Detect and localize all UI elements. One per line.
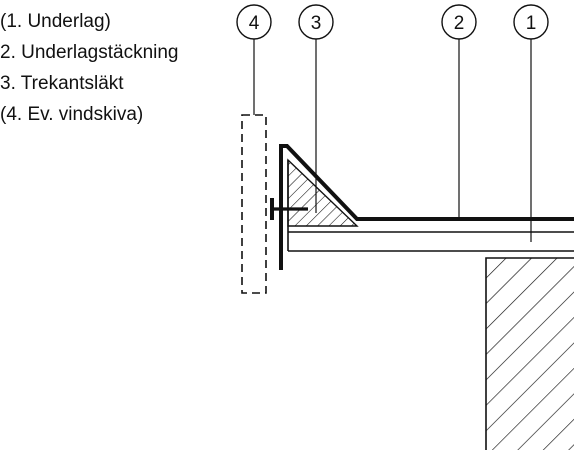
- substrate-board: [288, 231, 574, 252]
- legend-list: (1. Underlag) 2. Underlagstäckning 3. Tr…: [0, 6, 179, 130]
- legend-item-trekantslakt: 3. Trekantsläkt: [0, 73, 124, 94]
- callout-2: 2: [441, 4, 477, 40]
- wind-board-dashed: [241, 114, 267, 294]
- substrate-wall-hatch-fill: [486, 258, 574, 450]
- legend-item-underlagstackning: 2. Underlagstäckning: [0, 42, 179, 63]
- callout-3-label: 3: [311, 13, 322, 34]
- legend-item-vindskiva: (4. Ev. vindskiva): [0, 104, 144, 125]
- underlayment-covering: [279, 144, 574, 270]
- legend-item-underlag: (1. Underlag): [0, 11, 111, 32]
- substrate-wall-outline: [485, 257, 574, 450]
- callout-3: 3: [298, 4, 334, 40]
- callout-2-label: 2: [454, 13, 465, 34]
- fastener-nail: [270, 198, 308, 220]
- callout-4: 4: [236, 4, 272, 40]
- callout-1: 1: [513, 4, 549, 40]
- callout-4-label: 4: [249, 13, 260, 34]
- callout-1-label: 1: [526, 13, 537, 34]
- triangular-batten: [287, 158, 359, 227]
- substrate-wall-hatched: [485, 257, 574, 450]
